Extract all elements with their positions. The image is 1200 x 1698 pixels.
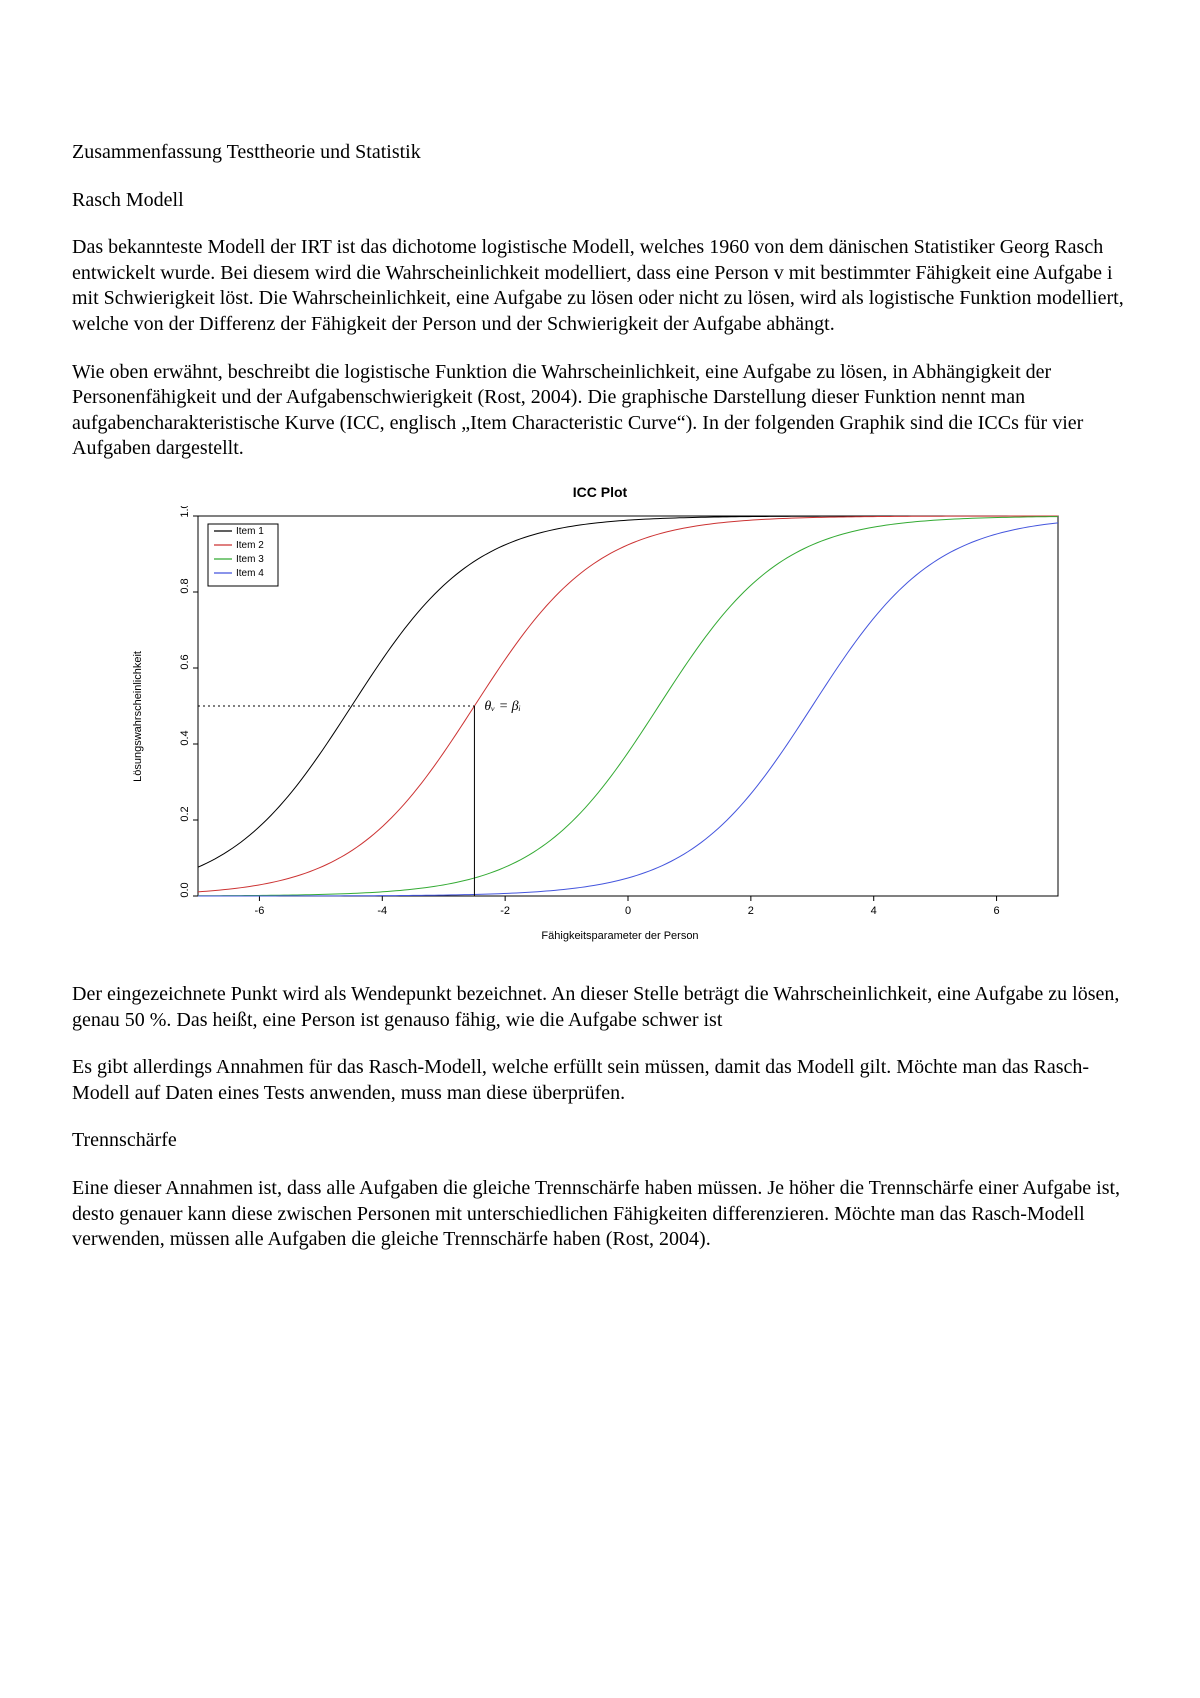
svg-text:-4: -4 [377, 905, 387, 917]
svg-text:θᵥ = βᵢ: θᵥ = βᵢ [484, 699, 520, 714]
icc-plot-svg: -6 -4 -2 0 2 4 6 0.0 0.2 0.4 0.6 0.8 1.0 θᵥ = βᵢ Item … [148, 506, 1068, 926]
section-heading-trennschaerfe: Trennschärfe [72, 1128, 1128, 1154]
paragraph-5: Eine dieser Annahmen ist, dass alle Aufg… [72, 1176, 1128, 1253]
document-page: Zusammenfassung Testtheorie und Statisti… [0, 0, 1200, 1335]
svg-text:0.4: 0.4 [179, 730, 191, 745]
svg-text:Item 2: Item 2 [236, 540, 264, 551]
icc-chart: ICC Plot Lösungswahrscheinlichkeit -6-4-… [132, 484, 1068, 942]
svg-text:0.8: 0.8 [179, 578, 191, 593]
svg-text:-6: -6 [255, 905, 265, 917]
page-title: Zusammenfassung Testtheorie und Statisti… [72, 140, 1128, 166]
svg-text:-2: -2 [500, 905, 510, 917]
svg-text:0.0: 0.0 [179, 882, 191, 897]
svg-text:Item 4: Item 4 [236, 568, 264, 579]
chart-xlabel: Fähigkeitsparameter der Person [172, 930, 1068, 942]
svg-text:2: 2 [748, 905, 754, 917]
paragraph-2: Wie oben erwähnt, beschreibt die logisti… [72, 360, 1128, 462]
paragraph-3: Der eingezeichnete Punkt wird als Wendep… [72, 982, 1128, 1033]
svg-text:Item 3: Item 3 [236, 554, 264, 565]
svg-text:1.0: 1.0 [179, 506, 191, 518]
chart-ylabel: Lösungswahrscheinlichkeit [132, 651, 144, 782]
svg-text:0.2: 0.2 [179, 806, 191, 821]
paragraph-1: Das bekannteste Modell der IRT ist das d… [72, 235, 1128, 337]
icc-chart-container: ICC Plot Lösungswahrscheinlichkeit -6-4-… [72, 484, 1128, 942]
svg-text:6: 6 [994, 905, 1000, 917]
svg-text:Item 1: Item 1 [236, 526, 264, 537]
chart-title: ICC Plot [132, 484, 1068, 500]
paragraph-4: Es gibt allerdings Annahmen für das Rasc… [72, 1055, 1128, 1106]
svg-text:4: 4 [871, 905, 877, 917]
svg-text:0: 0 [625, 905, 631, 917]
svg-text:0.6: 0.6 [179, 654, 191, 669]
section-heading-rasch: Rasch Modell [72, 188, 1128, 214]
